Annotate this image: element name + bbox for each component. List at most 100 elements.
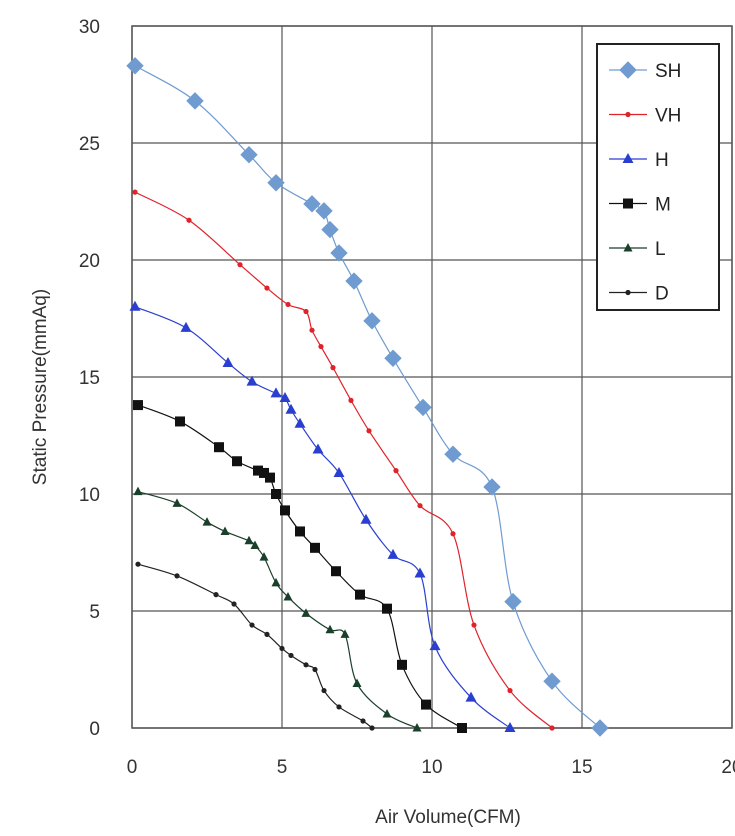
data-point-sh xyxy=(240,145,258,164)
data-point-vh xyxy=(471,622,477,628)
data-point-d xyxy=(213,592,219,598)
data-point-l xyxy=(382,708,392,718)
data-point-sh xyxy=(126,57,144,75)
legend-marker-h xyxy=(622,153,634,163)
y-tick-label: 0 xyxy=(89,719,100,740)
x-axis-title: Air Volume(CFM) xyxy=(375,807,521,828)
data-point-m xyxy=(259,467,269,478)
data-point-l xyxy=(301,608,311,617)
data-point-sh xyxy=(591,719,609,737)
data-point-sh xyxy=(315,202,333,220)
data-point-l xyxy=(283,591,293,601)
data-point-h xyxy=(387,548,399,559)
data-point-vh xyxy=(417,503,423,509)
data-point-h xyxy=(222,356,234,367)
data-point-vh xyxy=(237,262,243,268)
data-point-sh xyxy=(384,349,402,367)
data-point-h xyxy=(312,443,324,454)
legend-label-m: M xyxy=(655,195,671,216)
data-point-h xyxy=(294,417,306,428)
data-point-l xyxy=(325,624,335,634)
data-point-d xyxy=(174,573,180,579)
data-point-m xyxy=(253,465,263,476)
data-point-d xyxy=(279,645,285,652)
legend: SH VH H M L D xyxy=(596,43,720,311)
data-point-vh xyxy=(132,189,138,195)
data-point-vh xyxy=(330,365,336,371)
data-point-d xyxy=(264,631,270,638)
data-point-l xyxy=(244,535,254,545)
data-point-vh xyxy=(285,301,291,308)
y-tick-label: 15 xyxy=(79,368,100,389)
data-point-h xyxy=(279,392,291,403)
x-tick-label: 5 xyxy=(277,757,288,778)
data-point-vh xyxy=(507,687,513,694)
legend-label-d: D xyxy=(655,284,669,305)
x-tick-label: 0 xyxy=(127,757,138,778)
data-point-l xyxy=(340,629,350,638)
data-point-m xyxy=(457,723,467,733)
data-point-sh xyxy=(444,445,462,463)
data-point-l xyxy=(250,540,260,549)
data-point-l xyxy=(133,486,143,496)
series-line-h xyxy=(134,306,511,729)
data-point-h xyxy=(180,321,192,332)
data-point-m xyxy=(280,505,290,516)
data-point-vh xyxy=(549,725,555,731)
data-point-sh xyxy=(414,398,432,417)
data-point-sh xyxy=(504,592,522,611)
x-tick-labels: 0 5 10 15 20 xyxy=(127,757,735,778)
legend-label-vh: VH xyxy=(655,106,681,127)
data-point-vh xyxy=(450,531,456,537)
data-point-vh xyxy=(366,428,372,434)
data-point-h xyxy=(414,567,426,578)
data-point-l xyxy=(259,552,269,561)
legend-marker-vh xyxy=(625,111,631,118)
data-point-d xyxy=(369,725,375,731)
data-point-sh xyxy=(186,92,204,110)
data-point-sh xyxy=(321,220,339,239)
data-point-sh xyxy=(267,174,285,192)
y-tick-labels: 0 5 10 15 20 25 30 xyxy=(79,17,100,740)
data-point-h xyxy=(270,387,282,398)
data-point-sh xyxy=(543,672,561,690)
legend-marker-m xyxy=(623,198,633,209)
data-point-h xyxy=(333,466,345,477)
data-point-vh xyxy=(303,308,309,315)
series-markers xyxy=(126,57,609,737)
y-tick-label: 5 xyxy=(89,602,100,623)
data-point-h xyxy=(429,640,441,651)
data-point-l xyxy=(271,577,281,587)
data-point-vh xyxy=(393,468,399,474)
data-point-vh xyxy=(309,327,315,333)
legend-label-sh: SH xyxy=(655,61,681,82)
data-point-m xyxy=(397,659,407,670)
y-axis-title: Static Pressure(mmAq) xyxy=(30,289,51,485)
data-point-sh xyxy=(303,195,321,213)
data-point-d xyxy=(249,622,255,628)
data-point-h xyxy=(129,300,141,311)
data-point-l xyxy=(412,723,422,732)
legend-marker-l xyxy=(623,243,633,252)
data-point-d xyxy=(360,718,366,724)
data-point-sh xyxy=(363,312,381,330)
data-point-m xyxy=(214,442,224,453)
data-point-vh xyxy=(186,217,192,223)
data-point-m xyxy=(175,416,185,427)
data-point-m xyxy=(295,526,305,537)
y-tick-label: 20 xyxy=(79,251,100,272)
data-point-l xyxy=(352,678,362,688)
data-point-h xyxy=(504,722,516,732)
data-point-l xyxy=(172,498,182,507)
legend-label-h: H xyxy=(655,150,669,171)
legend-box xyxy=(596,43,720,311)
data-point-m xyxy=(265,472,275,483)
y-tick-label: 25 xyxy=(79,134,100,155)
legend-marker-d xyxy=(625,289,631,296)
data-point-h xyxy=(246,375,258,386)
legend-label-l: L xyxy=(655,239,666,260)
data-point-sh xyxy=(330,244,348,262)
data-point-h xyxy=(285,403,297,414)
legend-marker-sh xyxy=(619,61,637,79)
x-tick-label: 10 xyxy=(421,757,442,778)
